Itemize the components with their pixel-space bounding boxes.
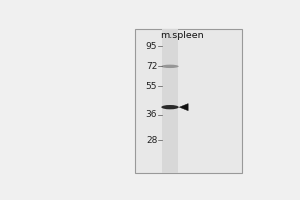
Text: 72: 72 xyxy=(146,62,157,71)
Text: 55: 55 xyxy=(146,82,157,91)
Ellipse shape xyxy=(161,65,179,68)
Ellipse shape xyxy=(161,105,179,109)
Bar xyxy=(135,29,242,173)
Text: 95: 95 xyxy=(146,42,157,51)
Text: m.spleen: m.spleen xyxy=(160,31,203,40)
Polygon shape xyxy=(179,104,188,111)
Bar xyxy=(162,29,178,173)
Text: 36: 36 xyxy=(146,110,157,119)
Text: 28: 28 xyxy=(146,136,157,145)
